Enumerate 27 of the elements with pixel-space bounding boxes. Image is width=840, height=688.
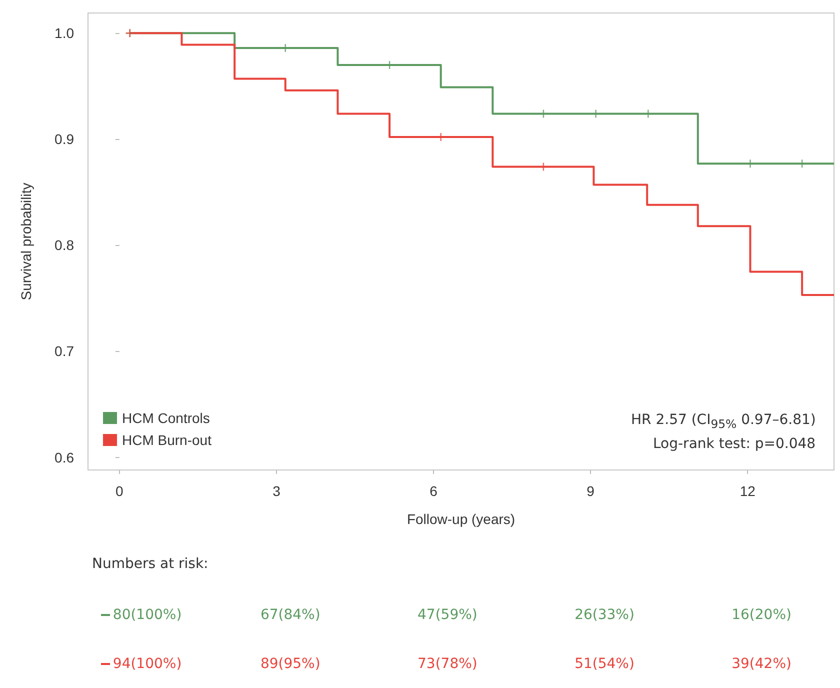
x-axis-title: Follow-up (years) (406, 511, 516, 527)
legend-label: HCM Burn-out (122, 432, 212, 448)
text: 67(84%) (260, 607, 320, 623)
text: 39(42%) (732, 656, 792, 672)
y-axis-title: Survival probability (18, 182, 34, 300)
legend-label: HCM Controls (122, 410, 210, 426)
text: 73(78%) (418, 656, 478, 672)
x-tick-label: 0 (116, 483, 124, 499)
annotation: HR 2.57 (CI$_{95%}$ 0.97–6.81) (631, 412, 816, 431)
text: 89(95%) (260, 656, 320, 672)
x-tick-label: 12 (740, 483, 756, 499)
text: 80(100%) (112, 607, 182, 623)
y-tick-label: 0.9 (54, 131, 74, 148)
y-tick-label: 0.6 (54, 449, 74, 466)
y-tick-label: 0.7 (54, 343, 74, 360)
x-tick-label: 3 (272, 483, 281, 499)
x-tick-label: 6 (430, 483, 438, 499)
text: 51(54%) (574, 656, 634, 672)
text: Numbers at risk: (92, 556, 208, 572)
annotation: Log-rank test: p=0.048 (653, 436, 816, 452)
text: 47(59%) (418, 607, 478, 623)
text: 94(100%) (112, 656, 182, 672)
y-tick-label: 0.8 (54, 237, 74, 254)
x-tick-label: 9 (586, 483, 595, 499)
text: 26(33%) (574, 607, 634, 623)
y-tick-label: 1.0 (54, 25, 74, 42)
text: 16(20%) (732, 607, 792, 623)
